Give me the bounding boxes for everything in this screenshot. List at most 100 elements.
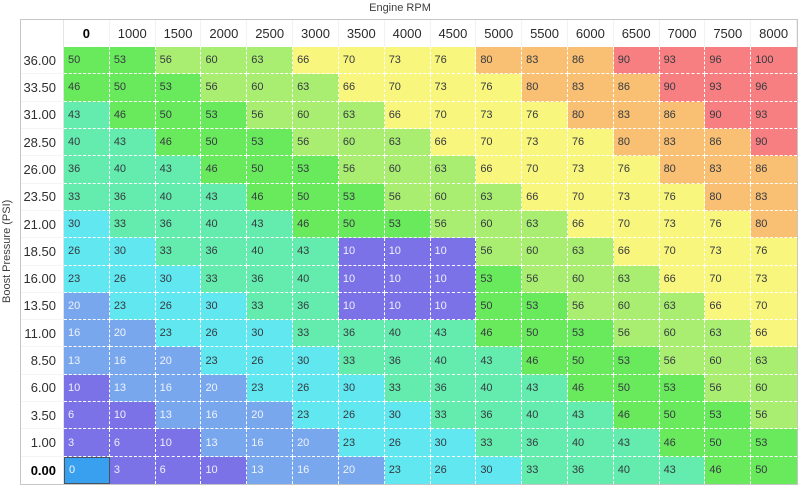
table-cell[interactable]: 86 bbox=[567, 47, 614, 75]
table-cell[interactable]: 40 bbox=[613, 456, 660, 484]
table-cell[interactable]: 46 bbox=[613, 402, 660, 430]
table-cell[interactable]: 90 bbox=[705, 101, 752, 129]
table-cell[interactable]: 60 bbox=[384, 156, 431, 184]
table-cell[interactable]: 10 bbox=[384, 292, 431, 321]
table-cell[interactable]: 30 bbox=[201, 292, 248, 321]
table-cell[interactable]: 33 bbox=[201, 265, 248, 293]
table-cell[interactable]: 3 bbox=[109, 456, 156, 484]
row-header[interactable]: 0.00 bbox=[21, 456, 64, 484]
table-cell[interactable]: 16 bbox=[247, 429, 294, 457]
table-cell[interactable]: 86 bbox=[659, 101, 706, 129]
table-cell[interactable]: 53 bbox=[338, 183, 385, 211]
table-cell[interactable]: 33 bbox=[247, 292, 294, 321]
table-cell[interactable]: 50 bbox=[659, 402, 706, 430]
table-cell[interactable]: 30 bbox=[293, 347, 339, 375]
table-cell[interactable]: 80 bbox=[751, 210, 797, 239]
table-cell[interactable]: 30 bbox=[384, 402, 431, 430]
row-header[interactable]: 3.50 bbox=[21, 402, 64, 430]
table-cell[interactable]: 73 bbox=[613, 183, 660, 211]
table-cell[interactable]: 23 bbox=[64, 265, 110, 293]
table-cell[interactable]: 40 bbox=[201, 210, 248, 239]
table-cell[interactable]: 60 bbox=[476, 210, 523, 239]
table-cell[interactable]: 50 bbox=[522, 320, 568, 348]
table-cell[interactable]: 53 bbox=[705, 402, 752, 430]
table-cell[interactable]: 10 bbox=[201, 456, 248, 484]
table-cell[interactable]: 76 bbox=[430, 47, 477, 75]
table-cell[interactable]: 56 bbox=[705, 374, 752, 403]
table-cell[interactable]: 76 bbox=[751, 238, 797, 266]
table-cell[interactable]: 80 bbox=[567, 101, 614, 129]
table-cell[interactable]: 56 bbox=[201, 74, 248, 102]
table-cell[interactable]: 86 bbox=[705, 128, 752, 157]
table-cell[interactable]: 56 bbox=[659, 347, 706, 375]
col-header[interactable]: 0 bbox=[64, 20, 110, 47]
table-cell[interactable]: 36 bbox=[64, 156, 110, 184]
table-cell[interactable]: 46 bbox=[109, 101, 156, 129]
table-cell[interactable]: 10 bbox=[384, 238, 431, 266]
table-cell[interactable]: 60 bbox=[430, 183, 477, 211]
table-cell[interactable]: 63 bbox=[430, 156, 477, 184]
table-cell[interactable]: 76 bbox=[705, 210, 752, 239]
table-cell[interactable]: 26 bbox=[155, 292, 202, 321]
table-cell[interactable]: 6 bbox=[64, 402, 110, 430]
table-cell[interactable]: 60 bbox=[567, 265, 614, 293]
table-cell[interactable]: 50 bbox=[201, 128, 248, 157]
table-cell[interactable]: 50 bbox=[247, 156, 294, 184]
table-cell[interactable]: 83 bbox=[613, 101, 660, 129]
table-cell[interactable]: 40 bbox=[293, 265, 339, 293]
table-cell[interactable]: 20 bbox=[64, 292, 110, 321]
table-cell[interactable]: 60 bbox=[338, 128, 385, 157]
table-cell[interactable]: 53 bbox=[247, 128, 294, 157]
table-cell[interactable]: 83 bbox=[567, 74, 614, 102]
table-cell[interactable]: 36 bbox=[476, 402, 523, 430]
table-cell[interactable]: 43 bbox=[201, 183, 248, 211]
table-cell[interactable]: 66 bbox=[613, 238, 660, 266]
table-cell[interactable]: 23 bbox=[384, 456, 431, 484]
table-cell[interactable]: 70 bbox=[567, 183, 614, 211]
table-cell[interactable]: 90 bbox=[659, 74, 706, 102]
col-header[interactable]: 1500 bbox=[155, 20, 202, 47]
table-cell[interactable]: 53 bbox=[155, 74, 202, 102]
table-cell[interactable]: 56 bbox=[522, 265, 568, 293]
table-cell[interactable]: 63 bbox=[613, 265, 660, 293]
table-cell[interactable]: 23 bbox=[247, 374, 294, 403]
table-cell[interactable]: 20 bbox=[109, 320, 156, 348]
table-cell[interactable]: 30 bbox=[338, 374, 385, 403]
table-cell[interactable]: 53 bbox=[109, 47, 156, 75]
row-header[interactable]: 36.00 bbox=[21, 47, 64, 75]
table-cell[interactable]: 46 bbox=[476, 320, 523, 348]
table-cell[interactable]: 63 bbox=[293, 74, 339, 102]
table-cell[interactable]: 50 bbox=[155, 101, 202, 129]
table-cell[interactable]: 53 bbox=[476, 265, 523, 293]
table-cell[interactable]: 60 bbox=[293, 101, 339, 129]
table-cell[interactable]: 83 bbox=[522, 47, 568, 75]
table-cell[interactable]: 33 bbox=[476, 429, 523, 457]
table-cell[interactable]: 40 bbox=[155, 183, 202, 211]
row-header[interactable]: 31.00 bbox=[21, 101, 64, 129]
row-header[interactable]: 1.00 bbox=[21, 429, 64, 457]
table-cell[interactable]: 56 bbox=[384, 183, 431, 211]
table-cell[interactable]: 10 bbox=[109, 402, 156, 430]
table-cell[interactable]: 46 bbox=[659, 429, 706, 457]
table-cell[interactable]: 46 bbox=[201, 156, 248, 184]
row-header[interactable]: 18.50 bbox=[21, 238, 64, 266]
table-cell[interactable]: 46 bbox=[705, 456, 752, 484]
table-cell[interactable]: 66 bbox=[751, 320, 797, 348]
table-cell[interactable]: 30 bbox=[476, 456, 523, 484]
table-cell[interactable]: 43 bbox=[522, 374, 568, 403]
table-cell[interactable]: 56 bbox=[155, 47, 202, 75]
table-cell[interactable]: 63 bbox=[567, 238, 614, 266]
table-cell[interactable]: 50 bbox=[705, 429, 752, 457]
table-cell[interactable]: 13 bbox=[155, 402, 202, 430]
col-header[interactable]: 5000 bbox=[476, 20, 523, 47]
table-cell[interactable]: 33 bbox=[109, 210, 156, 239]
table-cell[interactable]: 46 bbox=[155, 128, 202, 157]
table-cell[interactable]: 33 bbox=[293, 320, 339, 348]
table-cell[interactable]: 80 bbox=[476, 47, 523, 75]
table-cell[interactable]: 60 bbox=[613, 292, 660, 321]
table-cell[interactable]: 73 bbox=[567, 156, 614, 184]
table-cell[interactable]: 60 bbox=[522, 238, 568, 266]
table-cell[interactable]: 73 bbox=[430, 74, 477, 102]
row-header[interactable]: 6.00 bbox=[21, 374, 64, 403]
table-cell[interactable]: 36 bbox=[109, 183, 156, 211]
